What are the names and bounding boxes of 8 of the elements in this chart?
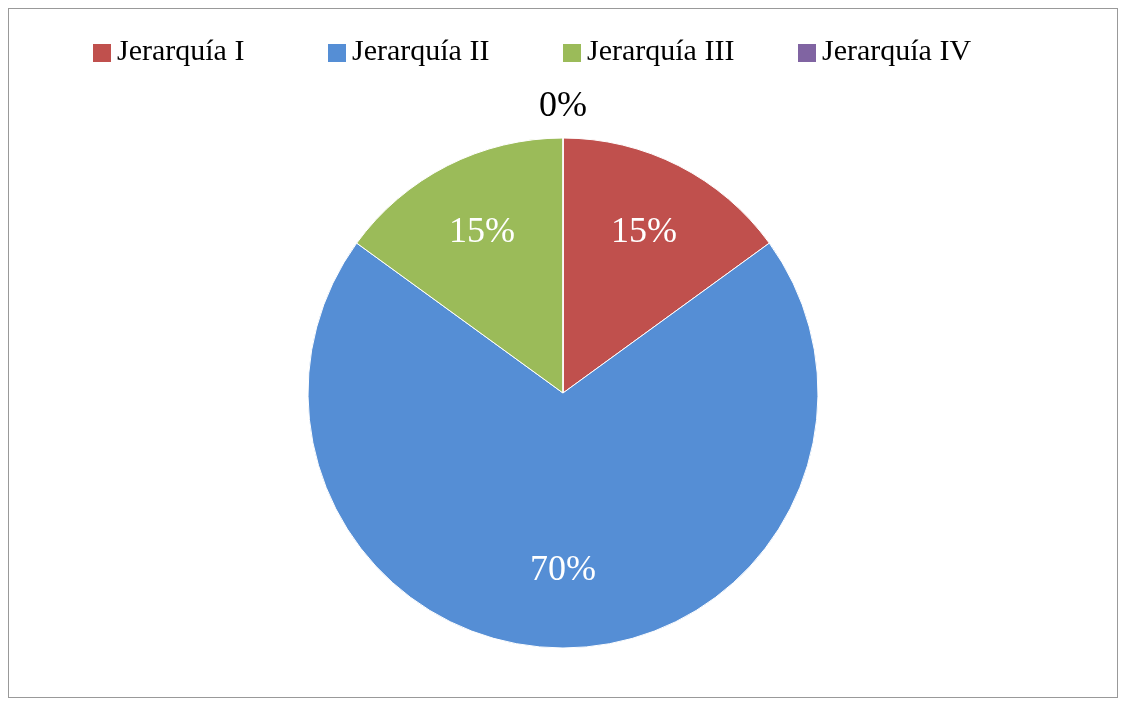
data-label: 70% — [530, 547, 596, 588]
legend-label: Jerarquía II — [352, 32, 490, 66]
legend-label: Jerarquía I — [117, 32, 245, 66]
legend-label: Jerarquía IV — [822, 32, 972, 66]
data-label: 15% — [611, 210, 678, 251]
legend-label: Jerarquía III — [587, 32, 735, 66]
text: 0% — [539, 84, 587, 125]
data-label: 15% — [448, 210, 515, 251]
